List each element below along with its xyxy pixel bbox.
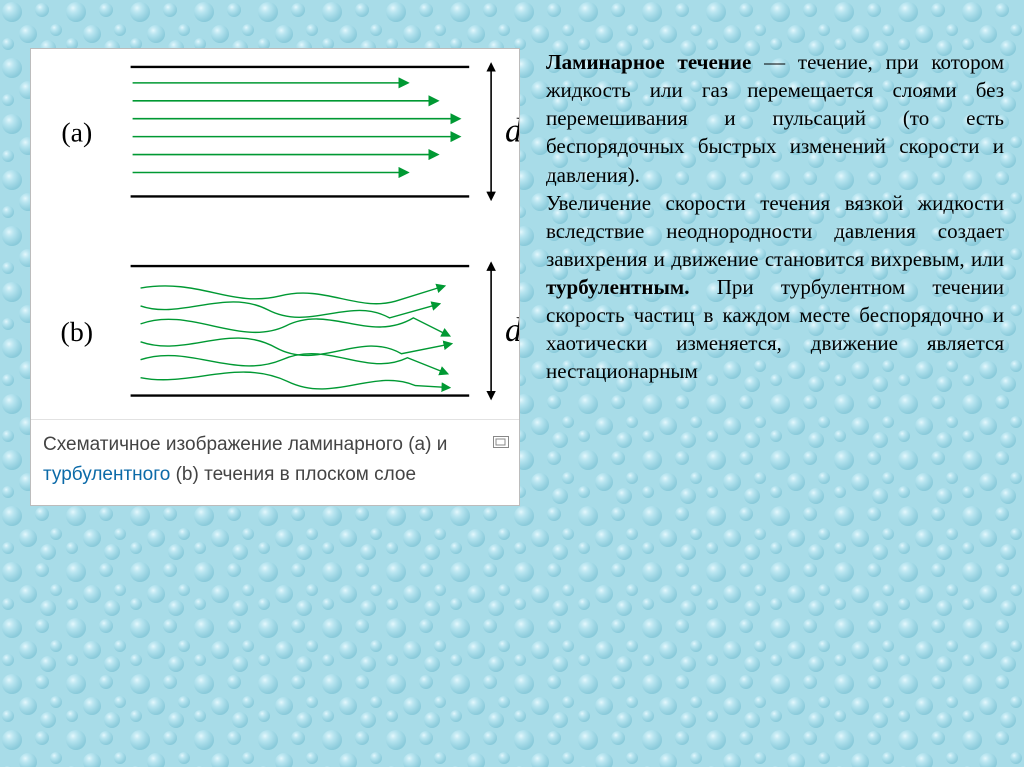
svg-text:(b): (b): [61, 317, 94, 348]
svg-text:(a): (a): [61, 118, 92, 149]
svg-text:d: d: [505, 113, 519, 150]
caption-text-suffix: (b) течения в плоском слое: [170, 464, 416, 485]
enlarge-icon[interactable]: [493, 428, 509, 440]
figure-caption: Схематичное изображение ламинарного (a) …: [31, 419, 519, 505]
para2-before: Увеличение скорости течения вязкой жидко…: [546, 191, 1004, 271]
paragraph-laminar: Ламинарное течение — течение, при которо…: [546, 48, 1004, 189]
svg-text:d: d: [505, 312, 519, 349]
paragraph-turbulent: Увеличение скорости течения вязкой жидко…: [546, 189, 1004, 386]
description-column: Ламинарное течение — течение, при которо…: [546, 48, 1004, 737]
term-laminar: Ламинарное течение: [546, 50, 751, 74]
caption-link-turbulent[interactable]: турбулентного: [43, 464, 170, 485]
flow-diagram-svg: d (a) d (b): [31, 49, 519, 419]
slide-content: d (a) d (b) Схематичное изображение ламинар…: [0, 0, 1024, 767]
figure-box: d (a) d (b) Схематичное изображение ламинар…: [30, 48, 520, 506]
figure-column: d (a) d (b) Схематичное изображение ламинар…: [30, 48, 520, 737]
term-turbulent: турбулентным.: [546, 275, 689, 299]
caption-text-prefix: Схематичное изображение ламинарного (a) …: [43, 434, 447, 455]
